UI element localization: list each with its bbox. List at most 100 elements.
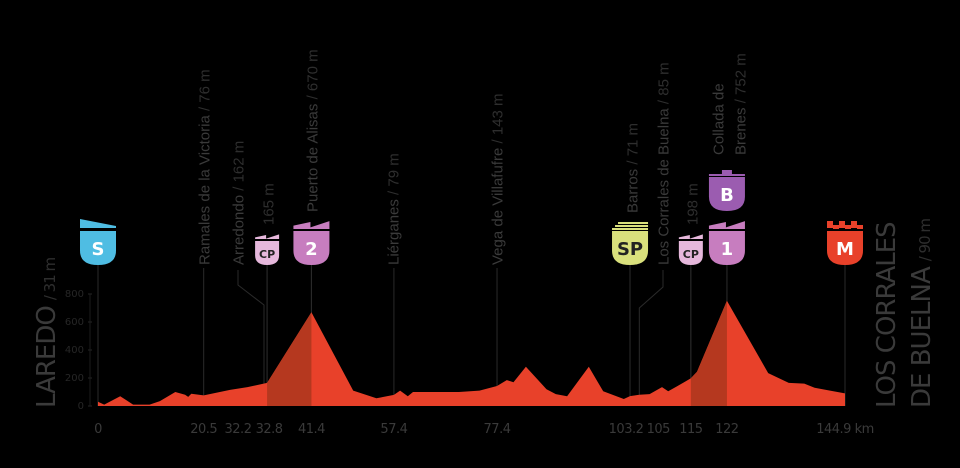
checkered-flag-icon bbox=[857, 221, 863, 225]
marker-label: 2 bbox=[305, 239, 318, 260]
marker-finish: M bbox=[827, 221, 863, 265]
place-name: Collada de bbox=[710, 83, 727, 155]
marker-label: S bbox=[92, 239, 105, 260]
finish-city-label: LOS CORRALES bbox=[872, 222, 902, 408]
place-label: Puerto de Alisas / 670 m bbox=[304, 49, 321, 212]
place-elevation: / 71 m bbox=[624, 123, 641, 169]
place-elevation: / 670 m bbox=[304, 49, 321, 103]
place-label: Los Corrales de Buelna / 85 m bbox=[655, 62, 672, 265]
x-axis: 0 20.5 32.2 32.8 41.4 57.4 77.4 103.2 105 115 122 1… bbox=[94, 422, 874, 437]
place-name-text: Arredondo bbox=[230, 195, 247, 265]
place-name-text: Liérganes bbox=[385, 199, 402, 265]
marker-shield bbox=[708, 177, 745, 211]
place-name-text: Brenes bbox=[732, 107, 749, 155]
marker-checkpoint: CP bbox=[255, 234, 280, 265]
y-tick-label: 0 bbox=[78, 401, 84, 412]
profile-area-fill bbox=[98, 300, 845, 406]
place-name-text: Ramales de la Victoria bbox=[196, 115, 213, 265]
marker-shield bbox=[80, 231, 116, 265]
x-tick-label: 115 bbox=[679, 422, 703, 437]
mountain-icon bbox=[255, 234, 280, 239]
x-tick-label: 57.4 bbox=[380, 422, 407, 437]
place-label: 198 m bbox=[684, 183, 701, 225]
place-elevation: / 143 m bbox=[489, 93, 506, 147]
x-tick-label: 122 bbox=[715, 422, 738, 437]
start-city-label: LAREDO / 31 m bbox=[32, 257, 62, 408]
place-elevation: / 752 m bbox=[732, 53, 749, 107]
x-tick-label: 103.2 bbox=[609, 422, 644, 437]
profile-area bbox=[98, 300, 845, 406]
climb-section bbox=[690, 300, 727, 406]
place-elevation: / 79 m bbox=[385, 153, 402, 199]
place-label: Liérganes / 79 m bbox=[385, 153, 402, 265]
place-name: Liérganes / 79 m bbox=[385, 153, 402, 265]
x-tick-label: 20.5 bbox=[190, 422, 217, 437]
svg-text:DE BUELNA/ 90 m: DE BUELNA / 90 m bbox=[907, 219, 937, 408]
climb-section bbox=[267, 312, 312, 406]
place-label: Arredondo / 162 m bbox=[230, 141, 247, 265]
place-labels: Ramales de la Victoria / 76 m Arredondo /… bbox=[196, 49, 749, 265]
sprint-stripes-icon bbox=[615, 225, 649, 227]
place-elevation: 165 m bbox=[260, 183, 277, 225]
marker-label: SP bbox=[617, 239, 643, 260]
marker-shield bbox=[612, 231, 649, 265]
place-label: Ramales de la Victoria / 76 m bbox=[196, 69, 213, 265]
sprint-stripes-icon bbox=[618, 222, 649, 224]
place-name: Vega de Villafufre / 143 m bbox=[489, 93, 506, 265]
bonus-cap-icon bbox=[708, 170, 745, 176]
markers: S CP 2 SP CP 1 B M bbox=[80, 170, 863, 265]
x-tick-label: 0 bbox=[94, 422, 102, 437]
marker-shield bbox=[827, 231, 863, 265]
place-label: Collada de Brenes / 752 m bbox=[710, 53, 749, 155]
place-label: Vega de Villafufre / 143 m bbox=[489, 93, 506, 265]
y-tick-label: 800 bbox=[65, 289, 84, 300]
marker-start: S bbox=[80, 219, 116, 265]
marker-climb-cat-1: 1 bbox=[708, 221, 745, 265]
place-name-text: Vega de Villafufre bbox=[489, 148, 506, 265]
place-name-text: Collada de bbox=[710, 83, 727, 155]
marker-shield bbox=[708, 231, 745, 265]
start-elev: / 31 m bbox=[41, 257, 59, 300]
finish-city-label-2: DE BUELNA / 90 m bbox=[907, 219, 937, 408]
y-tick-label: 400 bbox=[65, 345, 84, 356]
start-city: LAREDO bbox=[32, 306, 62, 408]
checkered-flag-icon bbox=[827, 225, 863, 228]
place-name: Barros / 71 m bbox=[624, 123, 641, 213]
finish-city-line2: DE BUELNA bbox=[907, 266, 937, 408]
place-name-text: Los Corrales de Buelna bbox=[655, 108, 672, 265]
marker-checkpoint: CP bbox=[678, 234, 703, 265]
x-tick-label: 77.4 bbox=[484, 422, 511, 437]
finish-elev: / 90 m bbox=[916, 219, 934, 262]
place-label: 165 m bbox=[260, 183, 277, 225]
marker-label: M bbox=[836, 239, 854, 260]
x-tick-label: 32.2 bbox=[225, 422, 252, 437]
marker-label: CP bbox=[259, 248, 275, 261]
place-name-text: Puerto de Alisas bbox=[304, 104, 321, 212]
place-name-text: Barros bbox=[624, 169, 641, 213]
x-tick-label: 144.9 km bbox=[816, 422, 874, 437]
place-name: Los Corrales de Buelna / 85 m bbox=[655, 62, 672, 265]
flag-icon bbox=[80, 219, 116, 228]
place-name: Ramales de la Victoria / 76 m bbox=[196, 69, 213, 265]
leader-line bbox=[237, 270, 265, 406]
leader-line bbox=[638, 270, 664, 406]
place-name: 165 m bbox=[260, 183, 277, 225]
marker-shield bbox=[678, 241, 703, 265]
x-tick-label: 32.8 bbox=[256, 422, 283, 437]
marker-label: 1 bbox=[721, 239, 734, 260]
marker-sprint: SP bbox=[612, 222, 649, 265]
place-label: Barros / 71 m bbox=[624, 123, 641, 213]
checkered-flag-icon bbox=[845, 221, 851, 225]
place-elevation: 198 m bbox=[684, 183, 701, 225]
checkered-flag-icon bbox=[851, 221, 857, 225]
checkered-flag-icon bbox=[833, 221, 839, 225]
checkered-flag-icon bbox=[839, 221, 845, 225]
marker-shield bbox=[293, 231, 330, 265]
place-elevation: / 76 m bbox=[196, 69, 213, 115]
marker-label: B bbox=[720, 185, 734, 206]
place-name: Puerto de Alisas / 670 m bbox=[304, 49, 321, 212]
place-name: 198 m bbox=[684, 183, 701, 225]
place-name: Arredondo / 162 m bbox=[230, 141, 247, 265]
